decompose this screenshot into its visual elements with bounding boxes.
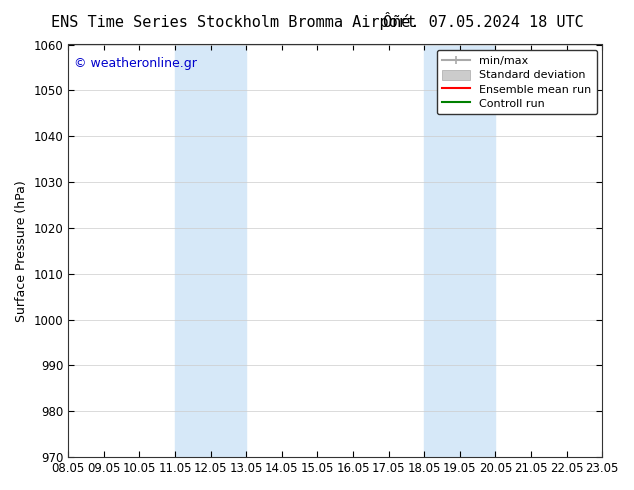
Legend: min/max, Standard deviation, Ensemble mean run, Controll run: min/max, Standard deviation, Ensemble me…	[437, 50, 597, 114]
Y-axis label: Surface Pressure (hPa): Surface Pressure (hPa)	[15, 180, 28, 322]
Bar	[175, 45, 246, 457]
Text: © weatheronline.gr: © weatheronline.gr	[74, 57, 197, 70]
Text: ENS Time Series Stockholm Bromma Airport: ENS Time Series Stockholm Bromma Airport	[51, 15, 416, 30]
Text: Ôñé. 07.05.2024 18 UTC: Ôñé. 07.05.2024 18 UTC	[382, 15, 583, 30]
Bar	[424, 45, 496, 457]
